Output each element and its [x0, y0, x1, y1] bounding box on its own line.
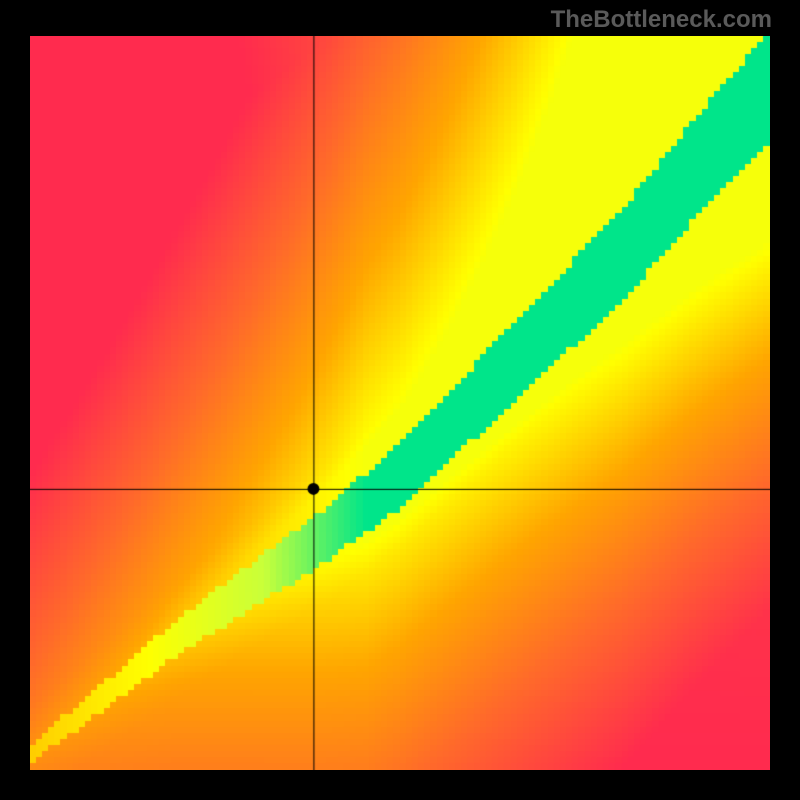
bottleneck-heatmap — [30, 36, 770, 770]
watermark-text: TheBottleneck.com — [551, 6, 772, 34]
chart-container: TheBottleneck.com — [0, 0, 800, 800]
